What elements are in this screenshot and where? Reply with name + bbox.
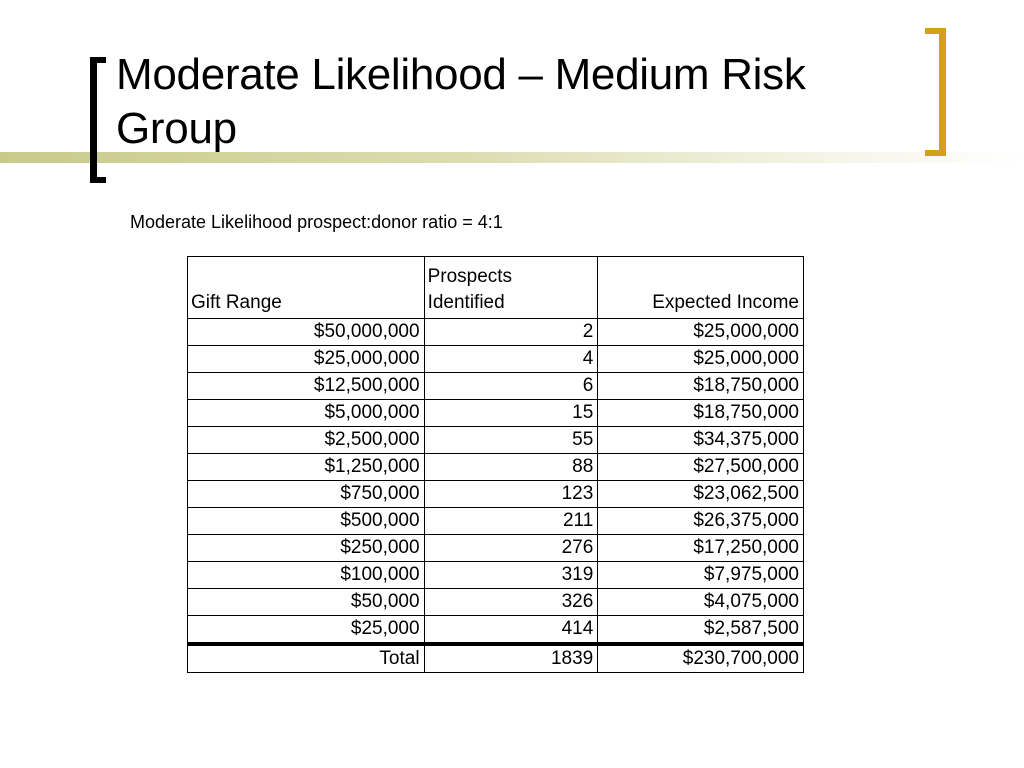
title-underline-band	[0, 152, 1024, 163]
table-body: $50,000,000 2 $25,000,000 $25,000,000 4 …	[187, 318, 804, 673]
cell-expected-income: $25,000,000	[597, 345, 804, 373]
header-prospects-line1: Prospects	[427, 266, 513, 287]
cell-gift-range: $750,000	[187, 480, 425, 508]
right-bracket-decoration	[925, 28, 946, 156]
cell-expected-income: $25,000,000	[597, 318, 804, 346]
gift-range-table: Gift Range Prospects Identified Expected…	[187, 256, 804, 673]
cell-prospects: 414	[423, 615, 599, 645]
left-bracket-decoration	[90, 57, 106, 183]
table-row: $750,000 123 $23,062,500	[187, 480, 804, 508]
table-row: $500,000 211 $26,375,000	[187, 507, 804, 535]
cell-prospects: 4	[423, 345, 599, 373]
cell-expected-income: $27,500,000	[597, 453, 804, 481]
cell-expected-income: $2,587,500	[597, 615, 804, 645]
table-row: $12,500,000 6 $18,750,000	[187, 372, 804, 400]
cell-gift-range: $250,000	[187, 534, 425, 562]
cell-expected-income: $17,250,000	[597, 534, 804, 562]
cell-gift-range: $25,000,000	[187, 345, 425, 373]
total-label: Total	[187, 642, 425, 673]
cell-prospects: 2	[423, 318, 599, 346]
cell-gift-range: $50,000,000	[187, 318, 425, 346]
table-row: $2,500,000 55 $34,375,000	[187, 426, 804, 454]
cell-prospects: 326	[423, 588, 599, 616]
cell-expected-income: $34,375,000	[597, 426, 804, 454]
header-expected-income: Expected Income	[597, 256, 804, 319]
cell-expected-income: $26,375,000	[597, 507, 804, 535]
cell-gift-range: $5,000,000	[187, 399, 425, 427]
table-row: $25,000,000 4 $25,000,000	[187, 345, 804, 373]
cell-prospects: 123	[423, 480, 599, 508]
total-prospects: 1839	[423, 642, 599, 673]
cell-prospects: 6	[423, 372, 599, 400]
table-row: $50,000 326 $4,075,000	[187, 588, 804, 616]
cell-prospects: 319	[423, 561, 599, 589]
cell-prospects: 211	[423, 507, 599, 535]
slide-title: Moderate Likelihood – Medium Risk Group	[116, 50, 806, 153]
cell-prospects: 88	[423, 453, 599, 481]
cell-prospects: 55	[423, 426, 599, 454]
table-row: $25,000 414 $2,587,500	[187, 615, 804, 645]
cell-gift-range: $1,250,000	[187, 453, 425, 481]
table-header-row: Gift Range Prospects Identified Expected…	[187, 256, 804, 319]
cell-prospects: 15	[423, 399, 599, 427]
cell-gift-range: $12,500,000	[187, 372, 425, 400]
cell-expected-income: $4,075,000	[597, 588, 804, 616]
table-row: $5,000,000 15 $18,750,000	[187, 399, 804, 427]
cell-gift-range: $100,000	[187, 561, 425, 589]
cell-expected-income: $7,975,000	[597, 561, 804, 589]
header-prospects-identified: Prospects Identified	[423, 256, 599, 319]
cell-expected-income: $18,750,000	[597, 399, 804, 427]
table-row: $50,000,000 2 $25,000,000	[187, 318, 804, 346]
cell-expected-income: $23,062,500	[597, 480, 804, 508]
header-gift-range: Gift Range	[187, 256, 425, 319]
cell-gift-range: $25,000	[187, 615, 425, 645]
header-prospects-line2: Identified	[427, 292, 505, 313]
cell-prospects: 276	[423, 534, 599, 562]
cell-expected-income: $18,750,000	[597, 372, 804, 400]
cell-gift-range: $500,000	[187, 507, 425, 535]
table-row: $100,000 319 $7,975,000	[187, 561, 804, 589]
table-row: $250,000 276 $17,250,000	[187, 534, 804, 562]
ratio-caption: Moderate Likelihood prospect:donor ratio…	[130, 212, 503, 232]
total-expected-income: $230,700,000	[597, 642, 804, 673]
cell-gift-range: $2,500,000	[187, 426, 425, 454]
table-row: $1,250,000 88 $27,500,000	[187, 453, 804, 481]
cell-gift-range: $50,000	[187, 588, 425, 616]
total-row: Total 1839 $230,700,000	[187, 642, 804, 673]
